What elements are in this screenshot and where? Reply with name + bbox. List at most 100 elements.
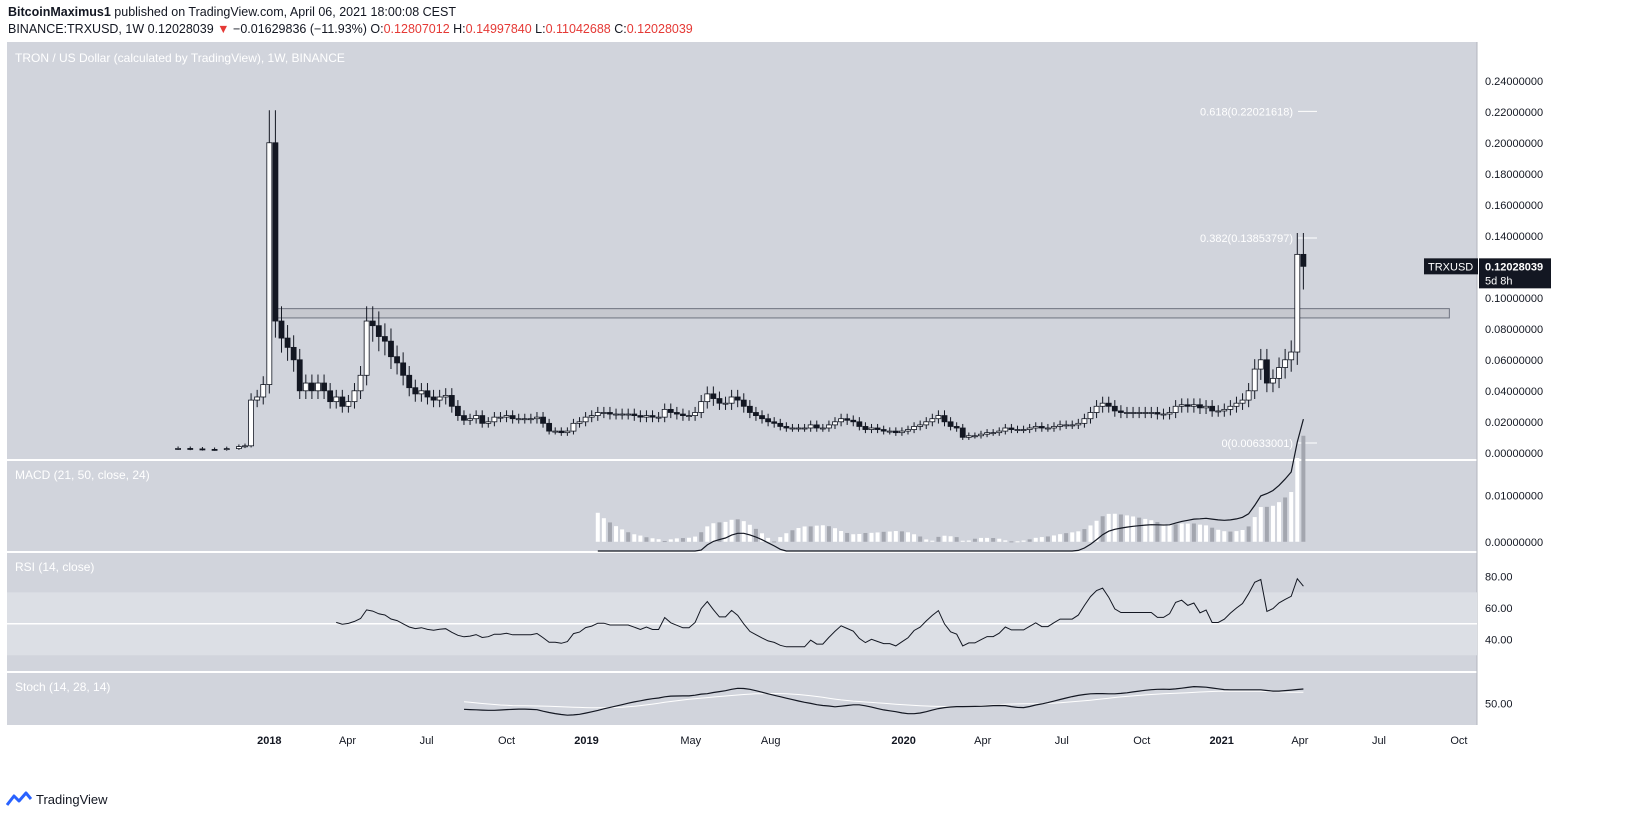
candle-body bbox=[753, 412, 759, 416]
candle-body bbox=[534, 416, 540, 420]
candle-body bbox=[1075, 422, 1082, 426]
macd-bar bbox=[687, 537, 692, 542]
macd-bar bbox=[1137, 517, 1142, 542]
candle-body bbox=[1093, 405, 1100, 413]
candle-body bbox=[1099, 402, 1106, 407]
macd-bar bbox=[729, 519, 734, 542]
macd-bar bbox=[674, 538, 679, 542]
macd-bar bbox=[778, 537, 783, 542]
macd-tick-label: 0.01000000 bbox=[1485, 491, 1543, 503]
candle-body bbox=[461, 415, 467, 421]
symbol-label: BINANCE:TRXUSD, 1W bbox=[8, 22, 145, 36]
candle-body bbox=[783, 426, 790, 429]
candle-body bbox=[868, 427, 875, 430]
fib-level-label: 0(0.00633001) bbox=[1221, 438, 1293, 450]
candle-body bbox=[1203, 405, 1209, 409]
candle-body bbox=[582, 416, 589, 423]
chart-canvas[interactable]: 2018 Apr Jul Oct 2019 May Aug 2020 Apr Jul Oct 2021… bbox=[7, 42, 1619, 754]
candle-body bbox=[242, 445, 248, 448]
candle-body bbox=[260, 384, 267, 398]
macd-bar bbox=[747, 524, 752, 542]
macd-bar bbox=[1161, 523, 1166, 542]
candle-body bbox=[619, 413, 626, 416]
candle-body bbox=[302, 382, 309, 392]
candle-body bbox=[807, 424, 814, 429]
candle-body bbox=[722, 402, 729, 405]
candle-body bbox=[503, 415, 510, 418]
time-tick-label: Apr bbox=[974, 735, 991, 747]
macd-bar bbox=[1155, 522, 1160, 542]
macd-bar bbox=[1191, 523, 1196, 542]
candle-body bbox=[637, 415, 644, 418]
macd-bar bbox=[1252, 517, 1257, 542]
candle-body bbox=[412, 387, 419, 395]
macd-bar bbox=[857, 533, 862, 542]
candle-body bbox=[394, 356, 400, 364]
macd-bar bbox=[997, 538, 1002, 542]
candle-body bbox=[388, 340, 394, 358]
candle-body bbox=[1215, 410, 1222, 413]
macd-bar bbox=[1021, 540, 1026, 542]
candle-body bbox=[278, 320, 285, 339]
candle-body bbox=[862, 426, 869, 430]
macd-bar bbox=[705, 526, 710, 542]
candle-body bbox=[1178, 404, 1185, 407]
candle-body bbox=[673, 412, 680, 415]
macd-bar bbox=[1070, 532, 1075, 542]
tradingview-brand[interactable]: TradingView bbox=[36, 791, 108, 807]
price-badge-bg bbox=[1479, 258, 1551, 289]
macd-bar bbox=[1131, 516, 1136, 542]
candle-body bbox=[953, 426, 960, 429]
tradingview-logo-icon[interactable] bbox=[6, 791, 32, 807]
candle-body bbox=[880, 429, 887, 432]
author-name[interactable]: BitcoinMaximus1 bbox=[8, 5, 111, 19]
candle-body bbox=[236, 446, 242, 450]
macd-bar bbox=[753, 528, 758, 542]
time-tick-label: Oct bbox=[1133, 735, 1150, 747]
published-text: published on TradingView.com, April 06, … bbox=[114, 5, 456, 19]
candle-body bbox=[607, 412, 613, 415]
candle-body bbox=[1300, 253, 1307, 267]
macd-bar bbox=[1167, 525, 1172, 542]
macd-bar bbox=[760, 533, 765, 542]
price-tick-label: 0.18000000 bbox=[1485, 169, 1543, 181]
candle-body bbox=[1221, 408, 1228, 412]
macd-bar bbox=[912, 534, 917, 542]
price-tick-label: 0.16000000 bbox=[1485, 200, 1543, 212]
price-tick-label: 0.00000000 bbox=[1485, 448, 1543, 460]
candle-body bbox=[905, 429, 911, 432]
candle-body bbox=[746, 405, 753, 413]
candle-body bbox=[363, 320, 370, 376]
price-tick-label: 0.14000000 bbox=[1485, 231, 1543, 243]
macd-bar bbox=[863, 532, 868, 542]
price-tick-label: 0.20000000 bbox=[1485, 138, 1543, 150]
macd-bar bbox=[662, 541, 667, 543]
candle-body bbox=[892, 430, 899, 434]
candle-body bbox=[649, 415, 656, 418]
rsi-tick-label: 60.00 bbox=[1485, 603, 1513, 615]
candle-body bbox=[1117, 410, 1124, 413]
candle-body bbox=[1008, 427, 1015, 430]
chart-container[interactable]: 2018 Apr Jul Oct 2019 May Aug 2020 Apr Jul Oct 2021… bbox=[7, 42, 1619, 759]
candle-body bbox=[1251, 368, 1258, 392]
footer: TradingView bbox=[6, 791, 108, 807]
macd-bar bbox=[1015, 541, 1020, 543]
candle-body bbox=[1087, 412, 1094, 420]
candle-body bbox=[540, 416, 546, 424]
low-label: L: bbox=[535, 22, 546, 36]
macd-bar bbox=[1173, 524, 1178, 542]
candle-body bbox=[436, 396, 443, 401]
candle-body bbox=[740, 399, 747, 407]
macd-bar bbox=[1185, 523, 1190, 542]
candle-body bbox=[698, 401, 705, 413]
rsi-tick-label: 40.00 bbox=[1485, 635, 1513, 647]
macd-bar bbox=[1027, 539, 1032, 542]
macd-bar bbox=[1076, 531, 1081, 542]
candles bbox=[175, 110, 1307, 451]
macd-bar bbox=[1094, 520, 1099, 542]
candle-body bbox=[1020, 429, 1027, 431]
time-tick-label: 2021 bbox=[1209, 735, 1233, 747]
candle-body bbox=[418, 390, 425, 395]
candle-body bbox=[1160, 413, 1167, 416]
candle-body bbox=[631, 413, 638, 416]
